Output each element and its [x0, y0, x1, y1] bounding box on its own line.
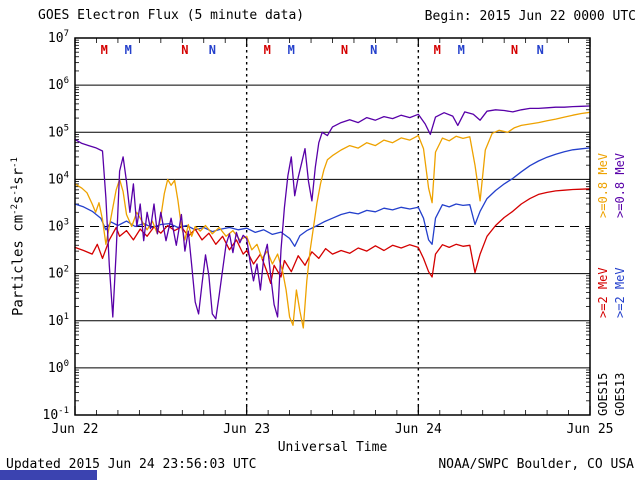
x-tick-label: Jun 22 — [52, 422, 99, 437]
source-credit: NOAA/SWPC Boulder, CO USA — [438, 457, 634, 472]
event-marker-m: M — [434, 43, 441, 57]
legend-goes13-e08-label: >=0.8 MeV — [613, 152, 627, 218]
x-axis-title: Universal Time — [277, 440, 388, 455]
event-marker-m: M — [458, 43, 465, 57]
legend-goes15-e2-label: >=2 MeV — [596, 267, 610, 318]
event-marker-m: M — [101, 43, 108, 57]
y-tick-label: 107 — [48, 29, 69, 46]
event-marker-n: N — [511, 43, 518, 57]
legend-goes15-name: GOES15 — [596, 372, 610, 416]
y-tick-label: 101 — [48, 312, 69, 329]
begin-time-label: Begin: 2015 Jun 22 0000 UTC — [424, 9, 636, 24]
event-marker-n: N — [537, 43, 544, 57]
event-marker-n: N — [209, 43, 216, 57]
y-axis-title-text: Particles cm — [10, 214, 27, 316]
legend-goes15-e08-label: >=0.8 MeV — [596, 152, 610, 218]
series-goes15-2-mev — [74, 188, 591, 285]
series-goes13-0-8-mev — [74, 105, 591, 320]
event-marker-m: M — [125, 43, 132, 57]
y-axis-title: Particles cm-2s-1sr-1 — [10, 157, 27, 316]
series-goes13-2-mev — [74, 147, 591, 247]
y-tick-label: 102 — [48, 265, 69, 282]
legend-goes13-name: GOES13 — [613, 372, 627, 416]
series-goes15-0-8-mev — [74, 111, 591, 329]
y-tick-label: 105 — [48, 123, 69, 140]
updated-timestamp: Updated 2015 Jun 24 23:56:03 UTC — [6, 457, 257, 472]
event-marker-m: M — [264, 43, 271, 57]
plot-frame — [74, 37, 591, 416]
event-marker-n: N — [341, 43, 348, 57]
y-tick-label: 100 — [48, 359, 69, 376]
y-tick-label: 106 — [48, 76, 69, 93]
y-tick-label: 103 — [48, 218, 69, 235]
y-tick-label: 10-1 — [43, 406, 70, 423]
x-tick-label: Jun 23 — [223, 422, 270, 437]
chart-title: GOES Electron Flux (5 minute data) — [38, 8, 305, 23]
x-tick-label: Jun 24 — [395, 422, 442, 437]
legend-goes13-e2-label: >=2 MeV — [613, 267, 627, 318]
x-tick-label: Jun 25 — [567, 422, 614, 437]
event-marker-n: N — [370, 43, 377, 57]
bottom-blue-bar — [0, 470, 97, 480]
event-marker-n: N — [181, 43, 188, 57]
y-tick-label: 104 — [48, 170, 69, 187]
event-marker-m: M — [288, 43, 295, 57]
